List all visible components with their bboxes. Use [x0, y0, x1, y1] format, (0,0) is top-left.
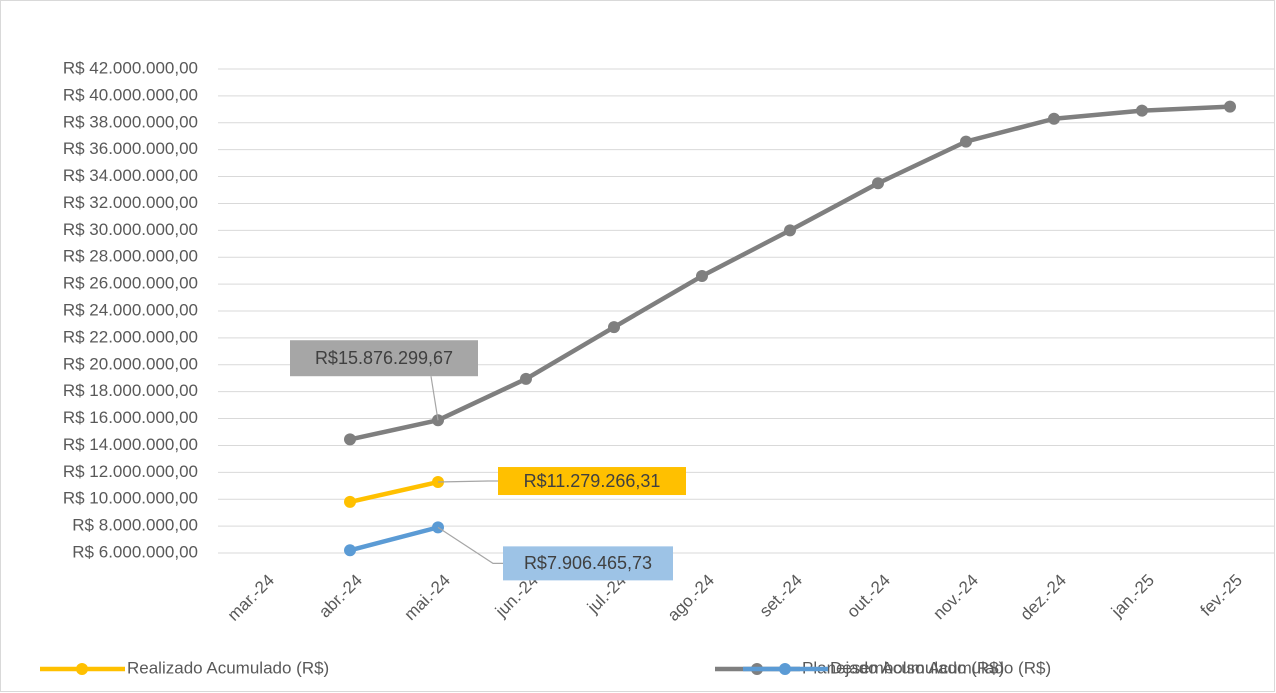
data-point [872, 177, 884, 190]
y-tick-label: R$ 16.000.000,00 [63, 408, 198, 427]
data-point [1224, 100, 1236, 113]
legend-marker [779, 663, 791, 675]
y-tick-label: R$ 42.000.000,00 [63, 58, 198, 77]
data-label-box [498, 467, 686, 496]
data-label-box [503, 546, 673, 581]
data-point [344, 495, 356, 508]
leader-line [437, 526, 503, 564]
legend-marker [76, 663, 88, 675]
y-tick-label: R$ 8.000.000,00 [72, 516, 198, 535]
data-label-box [290, 340, 478, 377]
y-tick-label: R$ 10.000.000,00 [63, 489, 198, 508]
leader-line [430, 376, 439, 421]
y-tick-label: R$ 12.000.000,00 [63, 462, 198, 481]
series-line [349, 525, 439, 553]
data-point [1136, 104, 1148, 117]
y-tick-label: R$ 14.000.000,00 [63, 435, 198, 454]
data-point [344, 433, 356, 446]
legend-label: Planejado Acumulado (R$) [802, 658, 1004, 677]
data-point [696, 270, 708, 283]
y-tick-label: R$ 34.000.000,00 [63, 166, 198, 185]
data-point [960, 135, 972, 148]
y-tick-label: R$ 36.000.000,00 [63, 139, 198, 158]
legend-label: Desembolso Acumulado (R$) [830, 658, 1051, 677]
y-tick-label: R$ 38.000.000,00 [63, 112, 198, 131]
data-label: R$7.906.465,73 [524, 553, 652, 573]
y-tick-label: R$ 40.000.000,00 [63, 85, 198, 104]
data-point [1048, 112, 1060, 125]
legend-label: Realizado Acumulado (R$) [127, 658, 329, 677]
y-tick-label: R$ 32.000.000,00 [63, 193, 198, 212]
y-tick-label: R$ 22.000.000,00 [63, 327, 198, 346]
y-tick-label: R$ 24.000.000,00 [63, 300, 198, 319]
data-label: R$11.279.266,31 [524, 471, 661, 491]
y-tick-label: R$ 18.000.000,00 [63, 381, 198, 400]
y-tick-label: R$ 6.000.000,00 [72, 542, 198, 561]
data-point [608, 321, 620, 334]
data-point [520, 372, 532, 385]
data-point [344, 544, 356, 557]
y-tick-label: R$ 28.000.000,00 [63, 247, 198, 266]
series-line [349, 479, 439, 505]
leader-line [437, 480, 498, 483]
data-point [784, 224, 796, 237]
data-label: R$15.876.299,67 [315, 348, 453, 368]
y-tick-label: R$ 30.000.000,00 [63, 220, 198, 239]
y-tick-label: R$ 20.000.000,00 [63, 354, 198, 373]
y-tick-label: R$ 26.000.000,00 [63, 274, 198, 293]
